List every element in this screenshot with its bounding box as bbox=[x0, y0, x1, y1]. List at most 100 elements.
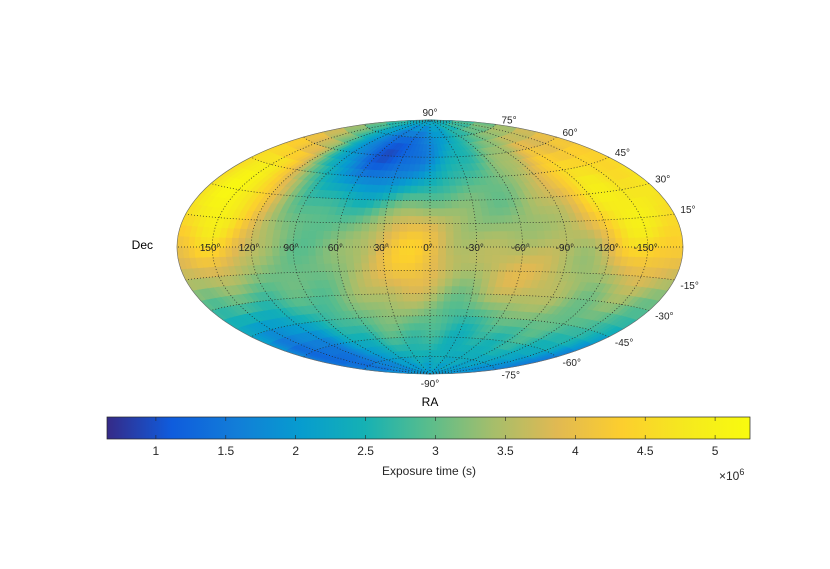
ra-tick-label: 150° bbox=[200, 243, 221, 254]
map-cell bbox=[441, 177, 450, 186]
map-cell bbox=[422, 185, 431, 194]
map-cell bbox=[429, 329, 436, 338]
map-cell bbox=[429, 150, 435, 158]
map-cell bbox=[543, 255, 553, 264]
map-cell bbox=[398, 254, 408, 264]
colorbar-tick-label: 3.5 bbox=[497, 444, 514, 458]
colorbar: 1 1.5 2 2.5 3 3.5 4 4.5 5 bbox=[106, 416, 751, 458]
map-cell bbox=[352, 238, 361, 248]
map-cell bbox=[445, 254, 454, 264]
map-cell bbox=[452, 262, 462, 271]
map-cell bbox=[444, 270, 454, 279]
map-cell bbox=[528, 254, 538, 264]
map-cell bbox=[449, 192, 459, 201]
map-cell bbox=[264, 237, 273, 248]
map-cell bbox=[475, 230, 485, 240]
map-cell bbox=[376, 270, 386, 279]
map-cell bbox=[429, 300, 438, 309]
map-cell bbox=[392, 277, 402, 287]
meridian-line bbox=[429, 119, 523, 375]
map-cell bbox=[543, 230, 553, 239]
map-cell bbox=[445, 231, 454, 240]
map-cell bbox=[414, 270, 423, 279]
map-cell bbox=[445, 246, 454, 256]
map-cell bbox=[505, 222, 515, 232]
parallel-line bbox=[210, 183, 650, 201]
map-cell bbox=[467, 262, 477, 271]
map-cell bbox=[344, 254, 354, 264]
map-cell bbox=[429, 137, 434, 145]
map-cell bbox=[329, 254, 339, 264]
colorbar-tick-label: 1 bbox=[153, 444, 160, 458]
map-cell bbox=[390, 238, 400, 248]
map-cell bbox=[658, 236, 667, 248]
map-cell bbox=[407, 285, 417, 294]
map-cell bbox=[435, 308, 444, 317]
map-cell bbox=[422, 285, 431, 294]
map-cell bbox=[437, 238, 446, 248]
colorbar-tick-label: 4.5 bbox=[637, 444, 654, 458]
map-cell bbox=[314, 238, 324, 248]
map-cell bbox=[422, 277, 431, 287]
map-cell bbox=[322, 254, 332, 264]
map-cell bbox=[467, 223, 477, 232]
map-cell bbox=[344, 230, 354, 240]
map-cell bbox=[436, 285, 445, 294]
map-cell bbox=[457, 199, 467, 209]
ra-tick-label: -120° bbox=[595, 243, 619, 254]
colorbar-tick-label: 1.5 bbox=[217, 444, 234, 458]
map-cell bbox=[452, 231, 462, 240]
map-cell bbox=[521, 254, 531, 264]
map-cell bbox=[468, 254, 477, 264]
map-cell bbox=[466, 215, 476, 224]
ra-tick-label: 90° bbox=[284, 243, 299, 254]
map-cell bbox=[314, 254, 325, 264]
map-cell bbox=[475, 262, 485, 272]
map-cell bbox=[352, 254, 362, 264]
map-cell bbox=[424, 163, 431, 172]
map-cell bbox=[359, 238, 369, 248]
map-cell bbox=[429, 277, 438, 287]
map-cell bbox=[423, 170, 431, 179]
map-cell bbox=[399, 270, 409, 279]
map-cell bbox=[437, 262, 446, 271]
map-cell bbox=[299, 238, 309, 248]
map-cell bbox=[664, 236, 673, 248]
map-cell bbox=[422, 270, 431, 279]
map-cell bbox=[415, 200, 424, 209]
map-cell bbox=[429, 322, 436, 331]
map-cell bbox=[444, 262, 454, 271]
map-cell bbox=[436, 277, 446, 287]
ra-tick-label: -30° bbox=[465, 243, 483, 254]
map-cell bbox=[416, 300, 424, 309]
map-cell bbox=[398, 246, 408, 256]
map-cell bbox=[390, 246, 400, 256]
dec-tick-label: -30° bbox=[655, 312, 673, 323]
map-cell bbox=[429, 207, 438, 217]
map-cell bbox=[483, 254, 493, 264]
map-cell bbox=[444, 277, 453, 287]
map-cell bbox=[415, 192, 424, 201]
colorbar-multiplier: ×106 bbox=[719, 467, 744, 483]
map-cell bbox=[437, 246, 446, 256]
map-cell bbox=[544, 246, 553, 256]
map-cell bbox=[375, 222, 385, 232]
map-cell bbox=[360, 222, 370, 232]
map-cell bbox=[422, 200, 431, 209]
colorbar-tick-label: 2 bbox=[292, 444, 299, 458]
map-cell bbox=[422, 192, 431, 201]
map-cell bbox=[383, 254, 392, 264]
map-cell bbox=[450, 200, 460, 209]
map-cell bbox=[491, 246, 501, 256]
map-cell bbox=[423, 315, 431, 324]
colorbar-multiplier-exponent: 6 bbox=[739, 467, 744, 477]
ra-tick-label: 120° bbox=[239, 243, 260, 254]
map-cell bbox=[443, 200, 453, 209]
map-cell bbox=[421, 223, 431, 232]
map-cell bbox=[580, 246, 589, 257]
map-cell bbox=[491, 230, 500, 240]
map-cell bbox=[435, 315, 443, 324]
map-cell bbox=[422, 293, 431, 302]
map-cell bbox=[444, 223, 454, 232]
